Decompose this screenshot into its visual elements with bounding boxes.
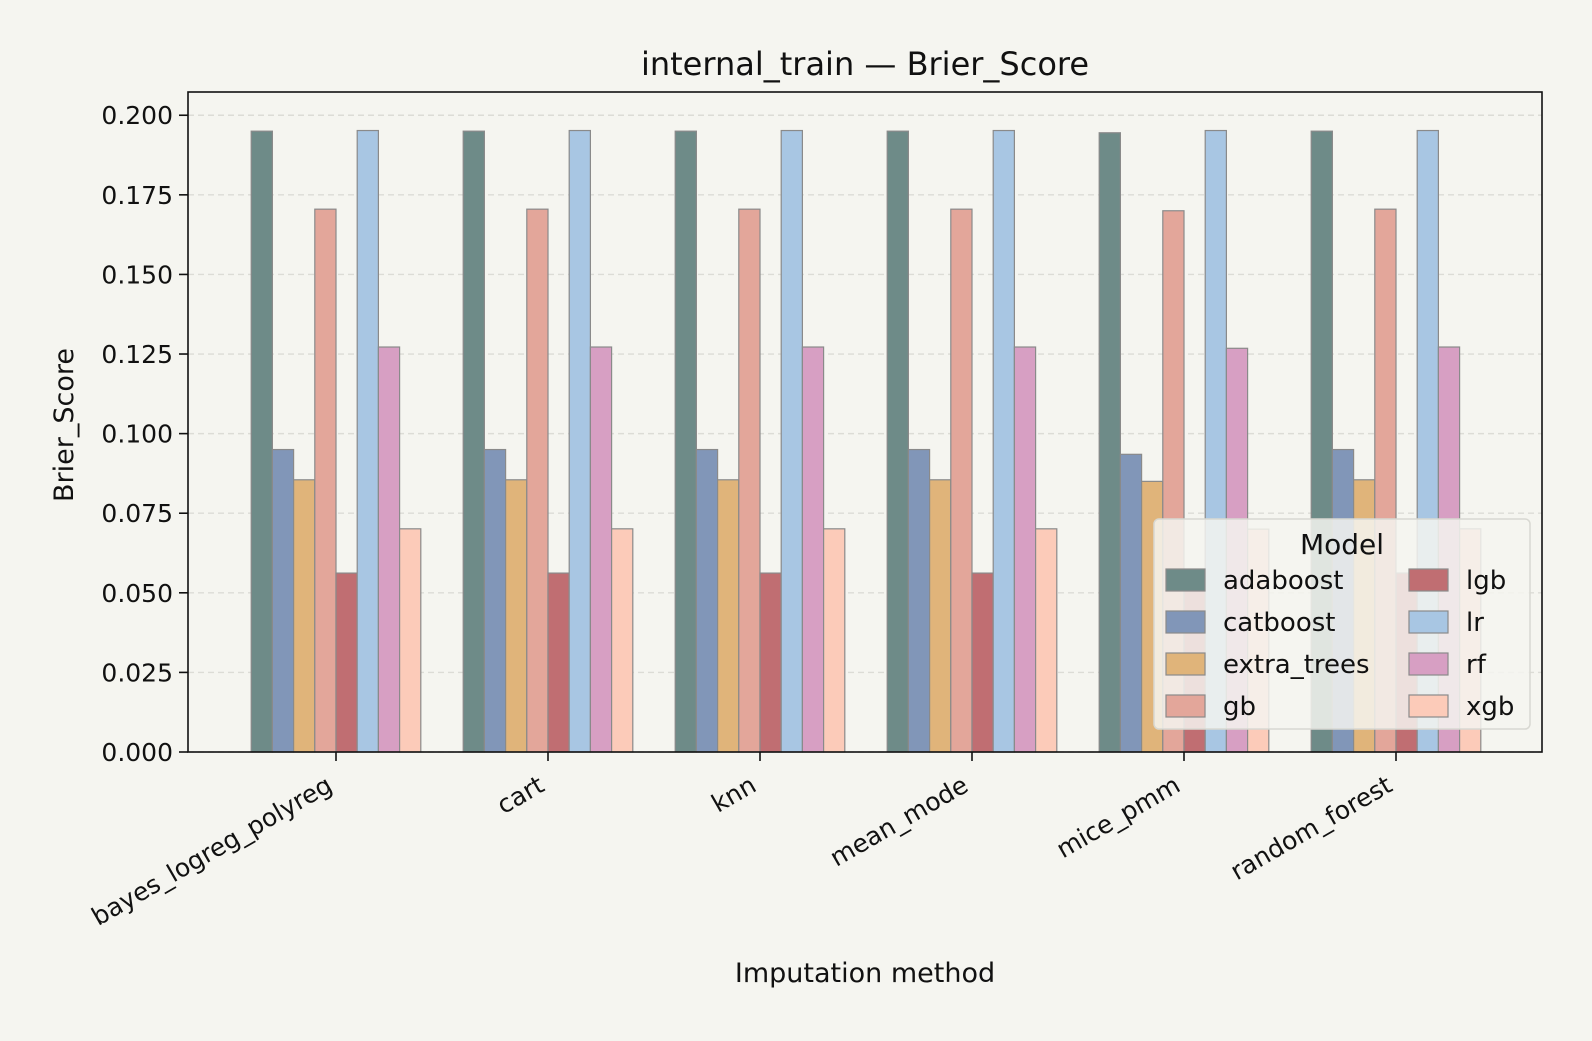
- legend-title: Model: [1300, 528, 1384, 561]
- bar-xgb-cart: [610, 528, 634, 753]
- legend-label-catboost: catboost: [1223, 608, 1335, 638]
- bar-lgb-mean_mode: [971, 572, 994, 753]
- bar-adaboost-mean_mode: [886, 130, 910, 753]
- bar-lr-cart: [568, 129, 592, 753]
- bar-extra_trees-mean_mode: [928, 479, 952, 753]
- bar-catboost-bayes_logreg_polyreg: [271, 448, 295, 753]
- legend-label-adaboost: adaboost: [1223, 566, 1343, 596]
- bar-catboost-mice_pmm: [1119, 453, 1143, 753]
- y-tick-label: 0.175: [101, 181, 173, 210]
- bar-extra_trees-bayes_logreg_polyreg: [293, 479, 316, 753]
- legend-swatch-adaboost: [1165, 568, 1206, 592]
- bar-gb-knn: [738, 208, 761, 753]
- legend-label-rf: rf: [1466, 650, 1487, 680]
- bar-lr-bayes_logreg_polyreg: [356, 129, 380, 753]
- bar-extra_trees-knn: [716, 479, 740, 753]
- x-tick-label: bayes_logreg_polyreg: [87, 770, 337, 931]
- x-tick-label: mice_pmm: [1051, 770, 1185, 864]
- y-tick-label: 0.150: [101, 260, 173, 289]
- y-tick-label: 0.200: [101, 101, 173, 130]
- bar-adaboost-mice_pmm: [1098, 132, 1121, 753]
- legend-label-gb: gb: [1223, 692, 1256, 722]
- y-tick-label: 0.100: [101, 420, 173, 449]
- bar-catboost-knn: [695, 448, 719, 753]
- bar-catboost-mean_mode: [907, 448, 931, 753]
- bar-rf-cart: [589, 346, 613, 753]
- bar-lgb-bayes_logreg_polyreg: [335, 572, 358, 753]
- x-axis-label: Imputation method: [735, 958, 995, 989]
- bar-gb-cart: [526, 208, 549, 753]
- legend-swatch-lgb: [1408, 568, 1449, 592]
- bar-gb-mean_mode: [950, 208, 973, 753]
- bar-catboost-cart: [483, 448, 507, 753]
- bar-lr-mean_mode: [992, 129, 1016, 753]
- bar-rf-mean_mode: [1013, 346, 1037, 753]
- legend-label-lr: lr: [1466, 608, 1484, 638]
- bar-rf-knn: [801, 346, 825, 753]
- chart-title: internal_train — Brier_Score: [641, 45, 1089, 83]
- legend-swatch-xgb: [1408, 694, 1449, 718]
- y-tick-label: 0.125: [101, 340, 173, 369]
- bar-extra_trees-cart: [505, 479, 528, 753]
- y-tick-label: 0.050: [101, 579, 173, 608]
- legend-label-extra_trees: extra_trees: [1223, 650, 1370, 680]
- legend-label-lgb: lgb: [1466, 566, 1506, 596]
- x-tick-label: mean_mode: [825, 770, 973, 872]
- bar-xgb-knn: [822, 528, 846, 753]
- bar-adaboost-bayes_logreg_polyreg: [250, 130, 273, 753]
- legend-swatch-lr: [1408, 610, 1449, 634]
- y-axis-label: Brier_Score: [49, 348, 80, 502]
- x-axis: bayes_logreg_polyreg cart knn mean_mode mice…: [87, 752, 1397, 931]
- y-tick-label: 0.075: [101, 499, 173, 528]
- plot-frame: [187, 91, 1543, 753]
- y-tick-label: 0.025: [101, 658, 173, 687]
- legend-label-xgb: xgb: [1466, 692, 1514, 722]
- bar-gb-bayes_logreg_polyreg: [314, 208, 337, 753]
- legend-swatch-extra_trees: [1165, 652, 1206, 676]
- bar-xgb-bayes_logreg_polyreg: [399, 528, 422, 753]
- bar-lr-knn: [780, 129, 804, 753]
- legend-swatch-rf: [1408, 652, 1449, 676]
- x-tick-label: cart: [492, 770, 549, 820]
- bar-lgb-cart: [547, 572, 570, 753]
- legend-swatch-catboost: [1165, 610, 1206, 634]
- bar-rf-bayes_logreg_polyreg: [377, 346, 401, 753]
- x-tick-label: knn: [707, 770, 761, 818]
- y-tick-label: 0.000: [101, 738, 173, 767]
- bar-xgb-mean_mode: [1034, 528, 1058, 753]
- x-tick-label: random_forest: [1225, 770, 1397, 886]
- y-axis: 0.000 0.025 0.050 0.075 0.100 0.125 0.150 0.175…: [101, 101, 188, 767]
- bar-adaboost-cart: [462, 130, 486, 753]
- bar-lgb-knn: [759, 572, 782, 753]
- bar-adaboost-knn: [674, 130, 698, 753]
- legend-swatch-gb: [1165, 694, 1206, 718]
